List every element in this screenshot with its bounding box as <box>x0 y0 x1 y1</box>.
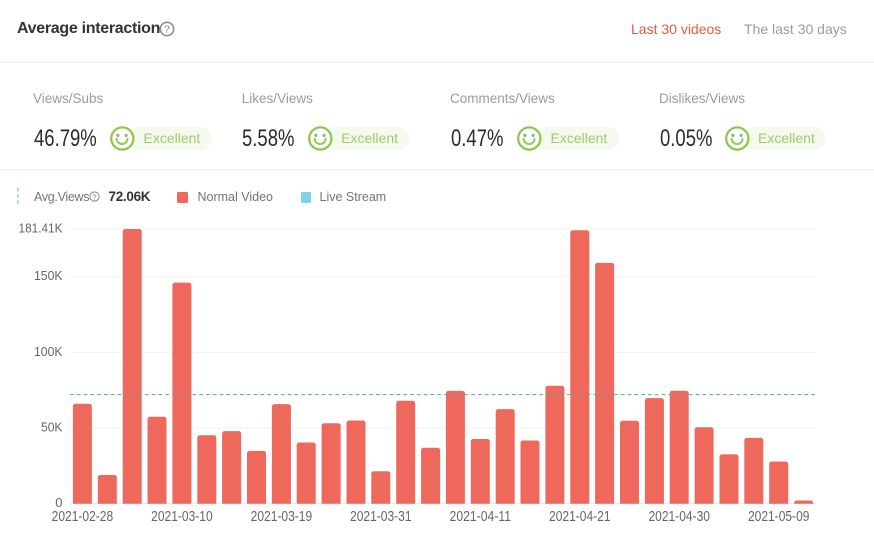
svg-text:2021-03-19: 2021-03-19 <box>251 509 313 525</box>
svg-text:2021-05-09: 2021-05-09 <box>748 509 810 525</box>
svg-text:50K: 50K <box>41 420 63 435</box>
svg-text:2021-03-31: 2021-03-31 <box>350 509 412 525</box>
svg-text:181.41K: 181.41K <box>19 220 63 235</box>
svg-text:0: 0 <box>55 495 62 510</box>
svg-text:2021-02-28: 2021-02-28 <box>52 509 114 525</box>
svg-text:150K: 150K <box>34 268 63 283</box>
svg-text:2021-04-11: 2021-04-11 <box>450 509 512 525</box>
svg-text:2021-04-30: 2021-04-30 <box>648 509 710 525</box>
svg-text:2021-03-10: 2021-03-10 <box>151 509 213 525</box>
svg-text:?: ? <box>164 24 170 35</box>
svg-text:2021-04-21: 2021-04-21 <box>549 509 611 525</box>
svg-text:100K: 100K <box>34 344 63 359</box>
svg-text:?: ? <box>92 192 96 201</box>
